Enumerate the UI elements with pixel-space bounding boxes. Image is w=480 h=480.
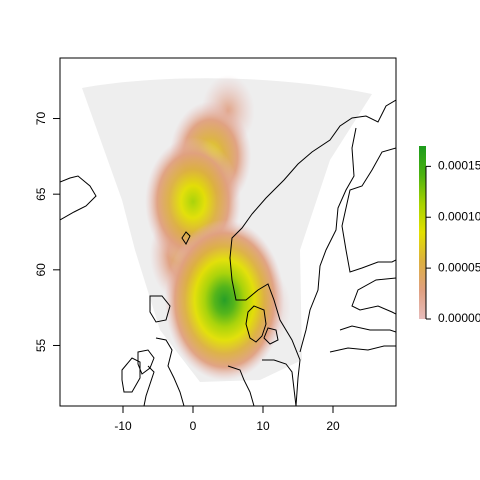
y-tick-label: 60 [34, 263, 48, 277]
y-axis: 55 60 65 70 [34, 112, 61, 352]
coastline-continental-europe [227, 359, 297, 406]
colorbar [419, 146, 426, 319]
coastline-ireland [121, 357, 141, 393]
map-region [60, 74, 396, 406]
coastline-iceland [60, 175, 97, 221]
y-tick-label: 55 [34, 338, 48, 352]
coastline-zealand [263, 327, 279, 345]
coastline-baltic-states [351, 277, 396, 315]
colorbar-tick-label: 0.00015 [438, 159, 480, 173]
colorbar-tick-label: 0.00000 [438, 311, 480, 325]
coastline-sweden-east [299, 127, 357, 353]
density-peak [164, 219, 285, 381]
coastline-scotland-north [149, 295, 171, 323]
colorbar-tick-label: 0.00005 [438, 260, 480, 274]
coastline-baltic-south [329, 325, 396, 353]
coastline-great-britain [137, 337, 185, 406]
x-tick-label: -10 [114, 419, 132, 433]
colorbar-tick-label: 0.00010 [438, 209, 480, 223]
y-tick-label: 65 [34, 187, 48, 201]
x-tick-label: 10 [256, 419, 270, 433]
x-tick-label: 20 [326, 419, 340, 433]
coastline-denmark [245, 305, 267, 343]
coastline-finland [341, 147, 396, 273]
coastline-shetland [181, 231, 191, 245]
x-tick-label: 0 [190, 419, 197, 433]
colorbar-legend: 0.00000 0.00005 0.00010 0.00015 [419, 146, 480, 325]
coastlines [60, 99, 396, 406]
x-axis: -10 0 10 20 [114, 405, 340, 433]
y-tick-label: 70 [34, 112, 48, 126]
coastline-scandinavia [229, 99, 396, 406]
